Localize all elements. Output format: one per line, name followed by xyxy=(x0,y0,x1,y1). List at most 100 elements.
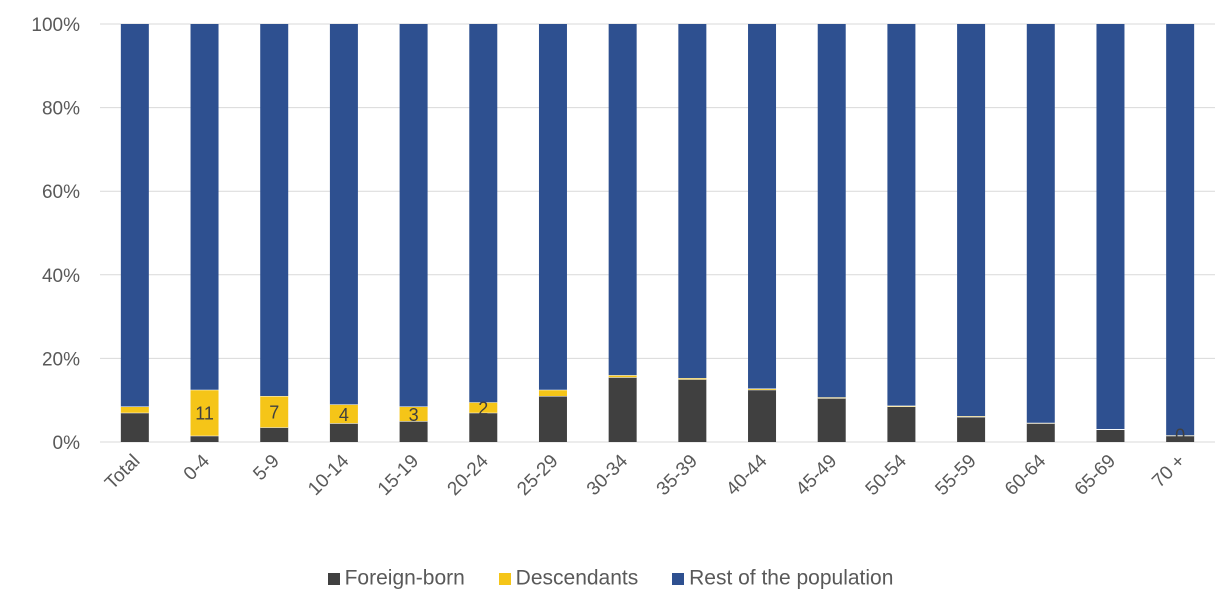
bar-segment-descendants xyxy=(399,406,428,422)
bar-segment-foreign-born xyxy=(748,389,777,442)
bar-segment-foreign-born xyxy=(1026,423,1055,442)
bar-segment-descendants xyxy=(678,378,707,380)
x-tick-label: 35-39 xyxy=(653,451,702,500)
legend-item-foreign-born: Foreign-born xyxy=(327,566,465,590)
data-label: 3 xyxy=(409,405,419,425)
bar-group xyxy=(1096,24,1125,442)
y-tick-label: 0% xyxy=(53,433,81,454)
legend-item-rest: Rest of the population xyxy=(672,566,893,590)
legend-item-descendants: Descendants xyxy=(498,566,639,590)
legend-label-descendants: Descendants xyxy=(515,566,639,590)
bar-segment-descendants xyxy=(329,404,358,424)
data-label: 4 xyxy=(339,405,349,425)
bar-segment-rest-of-the-population xyxy=(1026,24,1055,423)
bar-group xyxy=(469,24,498,442)
legend-label-rest: Rest of the population xyxy=(689,566,894,590)
bar-group xyxy=(329,24,358,442)
y-tick-label: 100% xyxy=(31,15,80,36)
bar-group xyxy=(1166,24,1195,442)
bar-segment-foreign-born xyxy=(678,379,707,442)
bar-segment-descendants xyxy=(608,375,637,378)
legend: Foreign-born Descendants Rest of the pop… xyxy=(0,566,1221,591)
bar-segment-foreign-born xyxy=(957,416,986,442)
chart: 0% 20% 40% 60% 80% 100% 11 7 4 3 2 0 Total 0-4 5-9 10… xyxy=(31,15,1215,500)
bar-segment-descendants xyxy=(260,396,289,428)
y-axis: 0% 20% 40% 60% 80% 100% xyxy=(31,15,80,454)
bar-segment-descendants xyxy=(748,388,777,390)
bar-segment-foreign-born xyxy=(608,377,637,442)
legend-swatch-rest xyxy=(672,572,685,585)
bar-segment-foreign-born xyxy=(120,412,149,442)
y-tick-label: 60% xyxy=(42,182,80,203)
x-tick-label: 70 + xyxy=(1148,451,1189,492)
bar-segment-rest-of-the-population xyxy=(469,24,498,403)
x-tick-label: 20-24 xyxy=(444,450,494,500)
bar-segment-rest-of-the-population xyxy=(538,24,567,390)
bar-segment-foreign-born xyxy=(329,423,358,442)
legend-swatch-foreign-born xyxy=(327,572,340,585)
y-tick-label: 40% xyxy=(42,266,80,287)
bar-segment-rest-of-the-population xyxy=(748,24,777,389)
bar-segment-rest-of-the-population xyxy=(120,24,149,407)
bar-group xyxy=(399,24,428,442)
bar-segment-foreign-born xyxy=(1166,435,1195,442)
x-tick-label: 55-59 xyxy=(931,451,980,500)
x-tick-label: 5-9 xyxy=(249,451,283,485)
x-tick-label: 10-14 xyxy=(304,450,354,500)
bar-segment-foreign-born xyxy=(1096,429,1125,442)
bar-group xyxy=(190,24,219,442)
bar-group xyxy=(608,24,637,442)
bar-segment-foreign-born xyxy=(817,398,846,442)
x-tick-label: 40-44 xyxy=(722,450,772,500)
bar-segment-foreign-born xyxy=(469,412,498,442)
bar-segment-foreign-born xyxy=(190,435,219,442)
bar-segment-rest-of-the-population xyxy=(1166,24,1195,436)
bar-group xyxy=(120,24,149,442)
bar-segment-rest-of-the-population xyxy=(887,24,916,406)
bar-segment-rest-of-the-population xyxy=(817,24,846,398)
bar-group xyxy=(817,24,846,442)
legend-swatch-descendants xyxy=(498,572,511,585)
x-tick-label: 15-19 xyxy=(374,451,423,500)
bar-segment-rest-of-the-population xyxy=(190,24,219,390)
bar-segment-foreign-born xyxy=(538,396,567,442)
bar-segment-descendants xyxy=(538,389,567,397)
x-tick-label: 65-69 xyxy=(1071,451,1120,500)
x-tick-label: Total xyxy=(101,451,144,494)
bar-segment-foreign-born xyxy=(260,427,289,442)
data-label: 11 xyxy=(195,404,214,424)
x-tick-label: 50-54 xyxy=(862,450,912,500)
bar-segment-rest-of-the-population xyxy=(1096,24,1125,430)
x-tick-label: 25-29 xyxy=(513,451,562,500)
bar-segment-foreign-born xyxy=(887,406,916,442)
bars xyxy=(120,24,1195,442)
bar-group xyxy=(957,24,986,442)
bar-group xyxy=(748,24,777,442)
bar-segment-rest-of-the-population xyxy=(329,24,358,405)
data-label: 7 xyxy=(269,403,279,423)
x-tick-label: 30-34 xyxy=(583,450,633,500)
bar-segment-rest-of-the-population xyxy=(608,24,637,376)
bar-segment-rest-of-the-population xyxy=(260,24,289,397)
bar-segment-rest-of-the-population xyxy=(399,24,428,407)
bar-group xyxy=(887,24,916,442)
bar-segment-rest-of-the-population xyxy=(678,24,707,379)
data-labels: 11 7 4 3 2 0 xyxy=(195,399,1185,446)
bar-segment-descendants xyxy=(120,406,149,413)
bar-segment-descendants xyxy=(469,402,498,413)
bar-group xyxy=(1026,24,1055,442)
y-tick-label: 80% xyxy=(42,99,80,120)
bar-segment-foreign-born xyxy=(399,421,428,442)
x-tick-label: 0-4 xyxy=(180,450,215,485)
bar-segment-rest-of-the-population xyxy=(957,24,986,417)
x-tick-label: 45-49 xyxy=(792,451,841,500)
bar-group xyxy=(678,24,707,442)
legend-label-foreign-born: Foreign-born xyxy=(344,566,465,590)
bar-segment-descendants xyxy=(190,389,219,436)
x-axis: Total 0-4 5-9 10-14 15-19 20-24 25-29 30-34 35-3… xyxy=(101,450,1190,500)
bar-group xyxy=(260,24,289,442)
data-label: 0 xyxy=(1175,426,1185,446)
x-tick-label: 60-64 xyxy=(1001,450,1051,500)
bar-group xyxy=(538,24,567,442)
y-tick-label: 20% xyxy=(42,349,80,370)
